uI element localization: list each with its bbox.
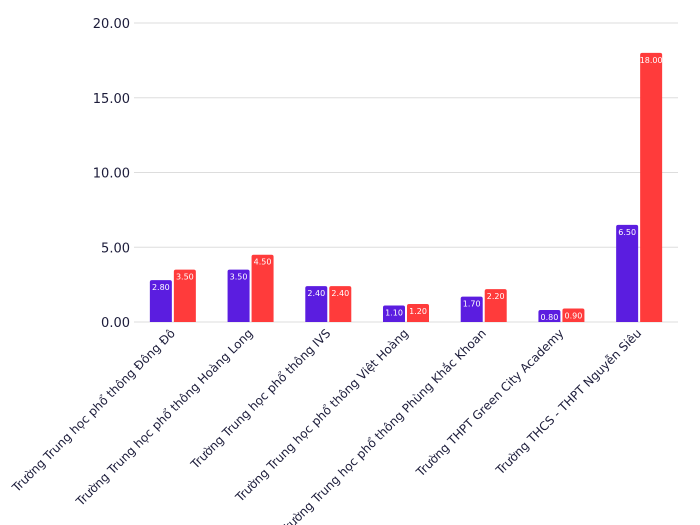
bar [173, 269, 196, 322]
bar-data-label: 0.90 [565, 312, 583, 321]
bar [616, 224, 639, 322]
bar-data-label: 3.50 [230, 273, 248, 282]
bar [329, 286, 352, 322]
bar-data-label: 2.20 [487, 292, 505, 301]
x-category-label: Trường Trung học phổ thông Hoàng Long [73, 326, 256, 509]
x-category-label: Trường Trung học phổ thông Việt Hoàng [232, 326, 411, 505]
bar [227, 269, 250, 322]
bar-data-label: 3.50 [176, 273, 194, 282]
y-tick-label: 20.00 [93, 17, 130, 32]
bar-data-label: 1.20 [409, 307, 427, 316]
bar [305, 286, 328, 322]
x-category-label: Trường Trung học phổ thông IVS [187, 326, 333, 472]
bar [538, 310, 561, 322]
bar [640, 52, 663, 323]
bar-data-label: 0.80 [541, 313, 559, 322]
x-category-label: Trường THPT Green City Academy [413, 326, 567, 480]
y-tick-label: 10.00 [93, 167, 130, 182]
bar-data-label: 2.40 [331, 289, 349, 298]
y-tick-label: 15.00 [93, 92, 130, 107]
bar [251, 254, 274, 322]
bar [383, 305, 405, 322]
bar [562, 308, 585, 322]
bar-data-label: 1.10 [385, 309, 403, 318]
x-category-label: Trường THCS - THPT Nguyễn Siêu [493, 326, 645, 478]
bar [484, 289, 507, 322]
bar [149, 280, 172, 322]
bar-data-label: 4.50 [254, 258, 272, 267]
x-category-label: Trường Trung học phổ thông Đông Đô [9, 326, 178, 495]
y-tick-label: 5.00 [101, 241, 130, 256]
bar-data-label: 1.70 [463, 300, 481, 309]
bar-data-label: 2.80 [152, 283, 170, 292]
bar [407, 304, 429, 322]
y-axis-ticks: 0.00 5.00 10.00 15.00 20.00 [93, 17, 130, 331]
bar-data-label: 18.00 [640, 56, 663, 65]
bar [460, 296, 483, 322]
gridlines [134, 22, 678, 323]
bar-data-label: 2.40 [307, 289, 325, 298]
x-axis-category-labels: Trường Trung học phổ thông Đông ĐôTrường… [9, 326, 645, 525]
bars: 2.80 3.50 3.50 4.50 2.40 2.40 1.10 1.20 1.70 2.20… [149, 52, 663, 323]
bar-data-label: 6.50 [618, 228, 636, 237]
y-tick-label: 0.00 [101, 316, 130, 331]
